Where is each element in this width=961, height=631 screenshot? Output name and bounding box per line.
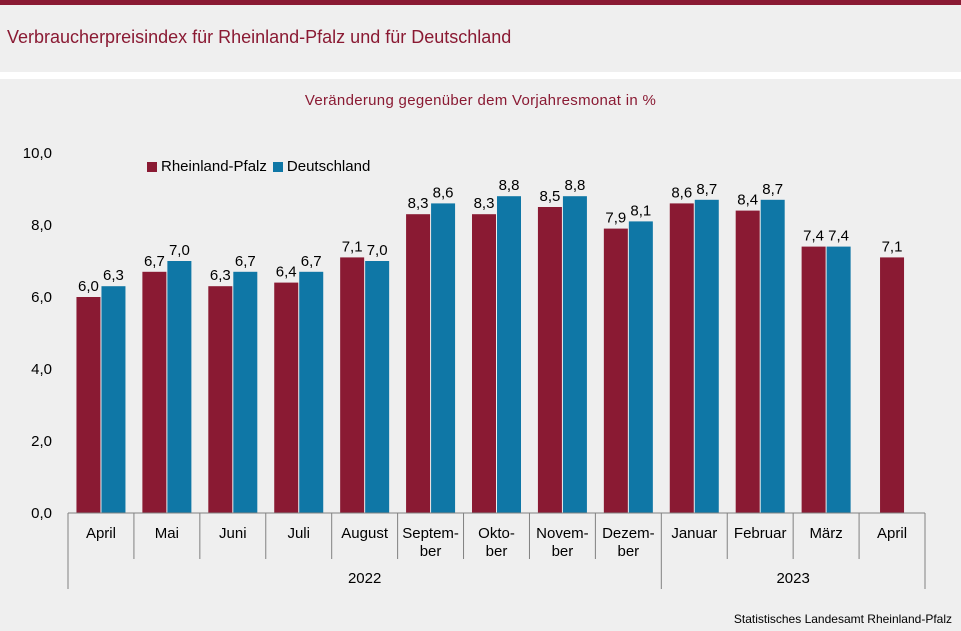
x-tick-label: ber — [618, 543, 640, 560]
bar-deutschland — [299, 271, 324, 513]
bar-deutschland — [365, 261, 390, 513]
bar-rheinland-pfalz — [472, 214, 496, 513]
bar-rheinland-pfalz — [208, 286, 233, 513]
x-tick-label: April — [877, 525, 907, 542]
x-tick-label: August — [341, 525, 389, 542]
legend-label-deutschland: Deutschland — [286, 158, 371, 175]
y-tick-label: 6,0 — [31, 289, 52, 306]
data-label: 8,6 — [433, 184, 454, 201]
year-label: 2022 — [348, 570, 381, 587]
data-label: 8,6 — [671, 184, 692, 201]
data-label: 8,3 — [474, 195, 495, 212]
bar-deutschland — [497, 196, 521, 513]
data-label: 7,9 — [605, 210, 626, 227]
y-tick-label: 10,0 — [23, 145, 52, 162]
y-tick-label: 8,0 — [31, 217, 52, 234]
x-tick-label: Dezem- — [602, 525, 655, 542]
bar-deutschland — [562, 196, 587, 513]
bar-rheinland-pfalz — [76, 297, 101, 513]
data-label: 8,8 — [564, 177, 585, 194]
data-label: 8,8 — [499, 177, 520, 194]
x-tick-label: Mai — [155, 525, 179, 542]
data-label: 8,5 — [539, 188, 560, 205]
bar-deutschland — [167, 261, 192, 513]
y-tick-label: 2,0 — [31, 433, 52, 450]
legend-label-rheinland-pfalz: Rheinland-Pfalz — [161, 158, 267, 175]
bar-rheinland-pfalz — [880, 257, 905, 513]
x-tick-label: April — [86, 525, 116, 542]
data-label: 6,7 — [144, 253, 165, 270]
header-separator — [0, 72, 961, 79]
x-tick-label: ber — [552, 543, 574, 560]
y-tick-label: 4,0 — [31, 361, 52, 378]
x-tick-label: Juli — [287, 525, 310, 542]
chart-legend: Rheinland-Pfalz Deutschland — [147, 158, 376, 175]
x-tick-label: Januar — [671, 525, 717, 542]
bar-deutschland — [628, 221, 653, 513]
bar-deutschland — [233, 271, 258, 513]
data-label: 7,1 — [882, 238, 903, 255]
data-label: 6,7 — [301, 253, 322, 270]
bar-deutschland — [694, 199, 719, 514]
data-label: 6,7 — [235, 253, 256, 270]
data-label: 8,7 — [696, 181, 717, 198]
bar-rheinland-pfalz — [735, 210, 760, 513]
source-note: Statistisches Landesamt Rheinland-Pfalz — [733, 612, 952, 626]
bar-rheinland-pfalz — [669, 203, 694, 513]
header: Verbraucherpreisindex für Rheinland-Pfal… — [0, 5, 961, 69]
x-tick-label: Okto- — [478, 525, 515, 542]
bar-deutschland — [431, 203, 456, 513]
y-tick-label: 0,0 — [31, 505, 52, 522]
bar-deutschland — [760, 199, 785, 514]
x-tick-label: ber — [420, 543, 442, 560]
year-label: 2023 — [776, 570, 809, 587]
bar-rheinland-pfalz — [537, 207, 562, 513]
data-label: 7,0 — [169, 242, 190, 259]
x-tick-label: Juni — [219, 525, 247, 542]
data-label: 6,0 — [78, 278, 99, 295]
bar-deutschland — [826, 246, 851, 513]
chart-subtitle: Veränderung gegenüber dem Vorjahresmonat… — [304, 92, 657, 109]
data-label: 6,3 — [103, 267, 124, 284]
legend-swatch-rheinland-pfalz — [147, 161, 157, 172]
data-label: 7,0 — [367, 242, 388, 259]
legend-item-deutschland: Deutschland — [272, 158, 371, 175]
data-label: 8,7 — [762, 181, 783, 198]
bar-rheinland-pfalz — [801, 246, 826, 513]
bar-rheinland-pfalz — [603, 228, 628, 513]
x-tick-label: Septem- — [402, 525, 459, 542]
top-accent-rule — [0, 0, 961, 5]
data-label: 7,1 — [342, 238, 363, 255]
legend-swatch-deutschland — [272, 161, 283, 172]
x-tick-label: Novem- — [536, 525, 589, 542]
data-label: 8,1 — [630, 202, 651, 219]
legend-item-rheinland-pfalz: Rheinland-Pfalz — [147, 158, 267, 175]
data-label: 7,4 — [803, 228, 824, 245]
x-tick-label: März — [809, 525, 842, 542]
x-tick-label: Februar — [734, 525, 787, 542]
data-label: 6,3 — [210, 267, 231, 284]
data-label: 8,4 — [737, 192, 758, 209]
bar-deutschland — [101, 286, 126, 513]
bar-rheinland-pfalz — [142, 271, 167, 513]
bar-rheinland-pfalz — [274, 282, 299, 513]
data-label: 8,3 — [408, 195, 429, 212]
bar-rheinland-pfalz — [406, 214, 431, 513]
page-title: Verbraucherpreisindex für Rheinland-Pfal… — [7, 27, 512, 47]
data-label: 6,4 — [276, 264, 297, 281]
data-label: 7,4 — [828, 228, 849, 245]
x-tick-label: ber — [486, 543, 508, 560]
bar-rheinland-pfalz — [340, 257, 365, 513]
